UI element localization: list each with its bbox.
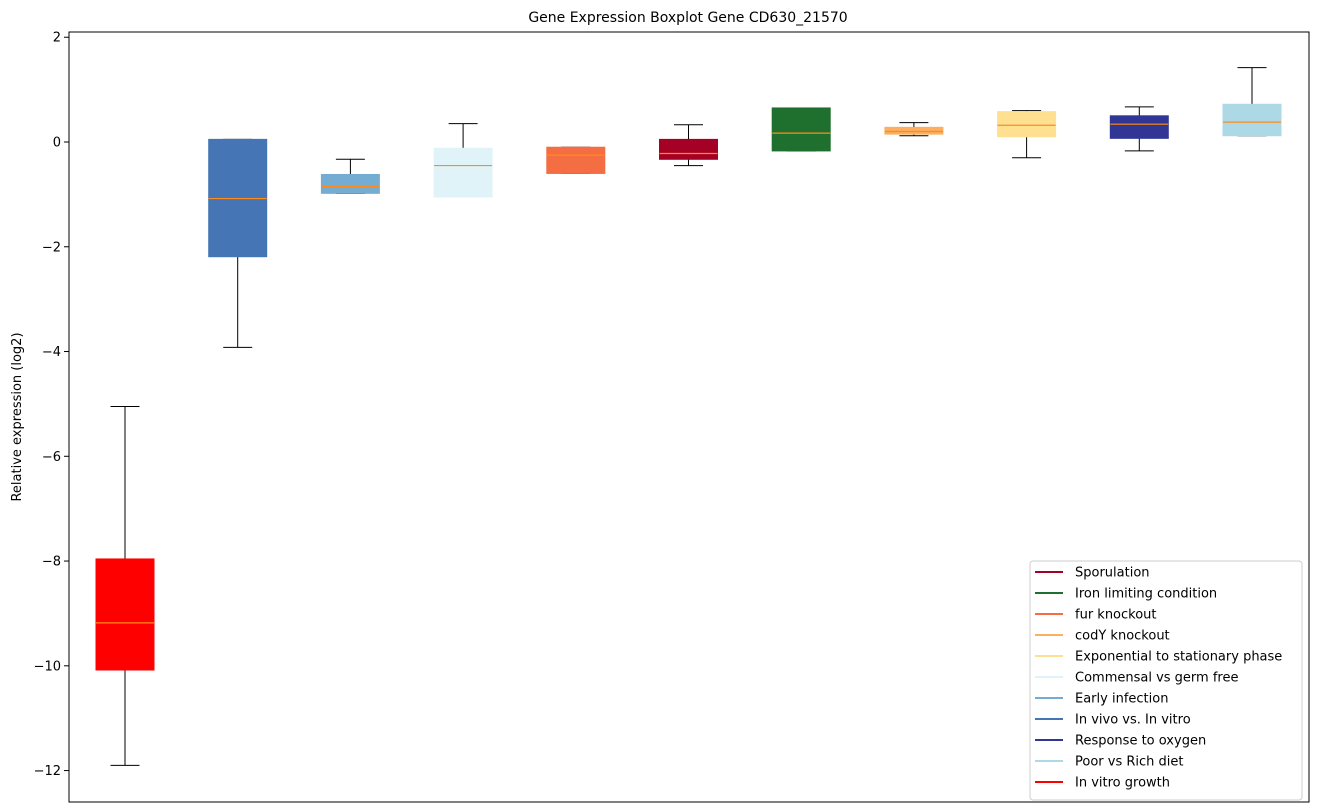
- box-group: [320, 158, 380, 194]
- y-tick-label: −10: [34, 659, 61, 674]
- plot-area-frame: [68, 31, 1310, 803]
- y-tick-label: −4: [42, 345, 61, 360]
- box-group: [95, 406, 155, 766]
- legend-item: fur knockout: [1035, 608, 1157, 623]
- legend-label: Early infection: [1075, 692, 1168, 707]
- box-group: [433, 123, 493, 198]
- legend-label: Commensal vs germ free: [1075, 671, 1238, 686]
- legend-item: In vivo vs. In vitro: [1035, 713, 1191, 728]
- box-group: [208, 138, 268, 348]
- box-body: [1109, 115, 1169, 139]
- legend-item: In vitro growth: [1035, 776, 1170, 791]
- y-tick-label: −6: [42, 450, 61, 465]
- y-tick-label: −12: [34, 764, 61, 779]
- box-body: [320, 173, 380, 194]
- box-body: [95, 558, 155, 671]
- legend-label: Response to oxygen: [1075, 734, 1206, 749]
- legend-item: Early infection: [1035, 692, 1168, 707]
- legend-label: Sporulation: [1075, 566, 1150, 581]
- box-body: [884, 126, 944, 135]
- box-series: [95, 67, 1282, 766]
- legend-label: In vivo vs. In vitro: [1075, 713, 1191, 728]
- box-body: [997, 111, 1057, 138]
- box-body: [659, 138, 718, 160]
- box-body: [546, 146, 606, 174]
- box-group: [997, 110, 1057, 159]
- legend-item: codY knockout: [1035, 629, 1170, 644]
- box-body: [1222, 103, 1282, 137]
- y-axis-label: Relative expression (log2): [10, 332, 25, 501]
- box-group: [546, 146, 606, 174]
- y-axis: 2 0 −2 −4 −6 −8 −10 −12: [34, 31, 69, 779]
- box-body: [433, 147, 493, 198]
- legend-label: fur knockout: [1075, 608, 1157, 623]
- box-body: [771, 107, 831, 152]
- y-tick-label: −8: [42, 555, 61, 570]
- y-tick-label: 2: [53, 31, 61, 46]
- legend-item: Poor vs Rich diet: [1035, 755, 1183, 770]
- legend-item: Commensal vs germ free: [1035, 671, 1238, 686]
- box-group: [884, 122, 944, 137]
- box-group: [1222, 67, 1282, 137]
- y-tick-label: −2: [42, 240, 61, 255]
- chart-title: Gene Expression Boxplot Gene CD630_21570: [528, 10, 847, 26]
- box-group: [1109, 106, 1169, 152]
- legend: Sporulation Iron limiting condition fur kn…: [1029, 560, 1303, 801]
- legend-item: Exponential to stationary phase: [1035, 650, 1282, 665]
- box-group: [771, 107, 831, 152]
- legend-frame: [1029, 560, 1303, 801]
- box-group: [659, 124, 718, 167]
- legend-item: Response to oxygen: [1035, 734, 1206, 749]
- legend-label: codY knockout: [1075, 629, 1170, 644]
- legend-label: Poor vs Rich diet: [1075, 755, 1183, 770]
- legend-item: Iron limiting condition: [1035, 587, 1217, 602]
- legend-label: Exponential to stationary phase: [1075, 650, 1282, 665]
- legend-label: In vitro growth: [1075, 776, 1170, 791]
- legend-item: Sporulation: [1035, 566, 1150, 581]
- legend-label: Iron limiting condition: [1075, 587, 1217, 602]
- y-tick-label: 0: [53, 136, 61, 151]
